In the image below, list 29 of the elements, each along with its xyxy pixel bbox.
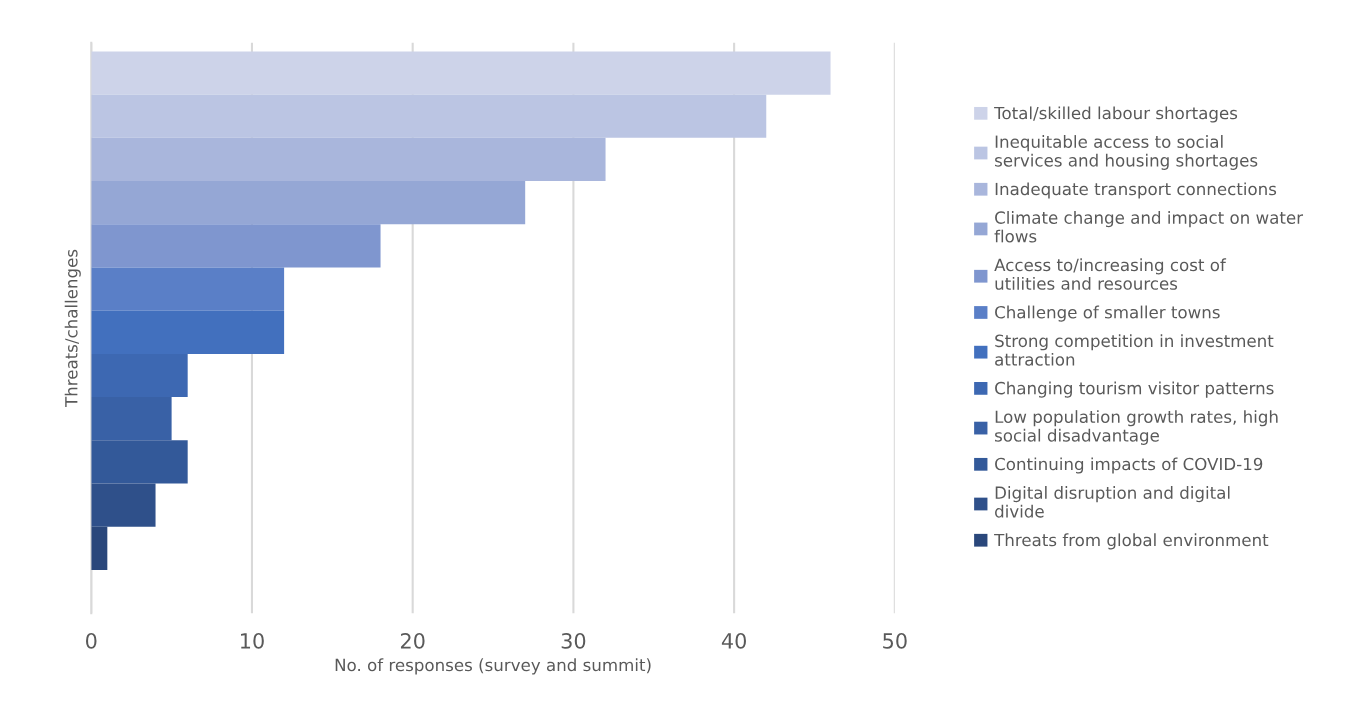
bar: [91, 483, 156, 527]
legend-label: Strong competition in investment attraction: [995, 334, 1274, 366]
x-tick-label: 30: [561, 632, 586, 649]
bar: [91, 267, 285, 311]
x-tick-label: 10: [241, 632, 264, 649]
y-axis-title: Threats/challenges: [64, 249, 81, 408]
bar: [91, 94, 767, 138]
bar: [91, 181, 526, 225]
legend-label: Inadequate transport connections: [995, 182, 1277, 199]
legend-label: Climate change and impact on water flows: [994, 211, 1304, 243]
legend-label: Access to/increasing cost of utilities and resources: [994, 258, 1227, 290]
legend-label: Total/skilled labour shortages: [994, 106, 1238, 123]
legend-label: Digital disruption and digital divide: [995, 486, 1230, 518]
legend-label: Continuing impacts of COVID-19: [995, 457, 1263, 474]
legend-label: Challenge of smaller towns: [995, 305, 1220, 322]
legend-label: Low population growth rates, high social disadvantage: [995, 410, 1278, 445]
legend-label: Changing tourism visitor patterns: [995, 381, 1274, 398]
x-tick-label: 40: [721, 632, 746, 649]
legend-label: Threats from global environment: [994, 533, 1269, 550]
x-axis-title: No. of responses (survey and summit): [335, 658, 651, 675]
bar: [91, 137, 606, 182]
x-tick-label: 20: [400, 632, 425, 649]
bar: [91, 526, 108, 570]
x-tick-label: 50: [883, 632, 907, 649]
legend-label: Inequitable access to social services and housing shortages: [995, 135, 1258, 170]
bar: [91, 440, 188, 484]
x-tick-label: 0: [86, 632, 97, 649]
bar: [91, 51, 831, 95]
bar: [91, 224, 381, 268]
